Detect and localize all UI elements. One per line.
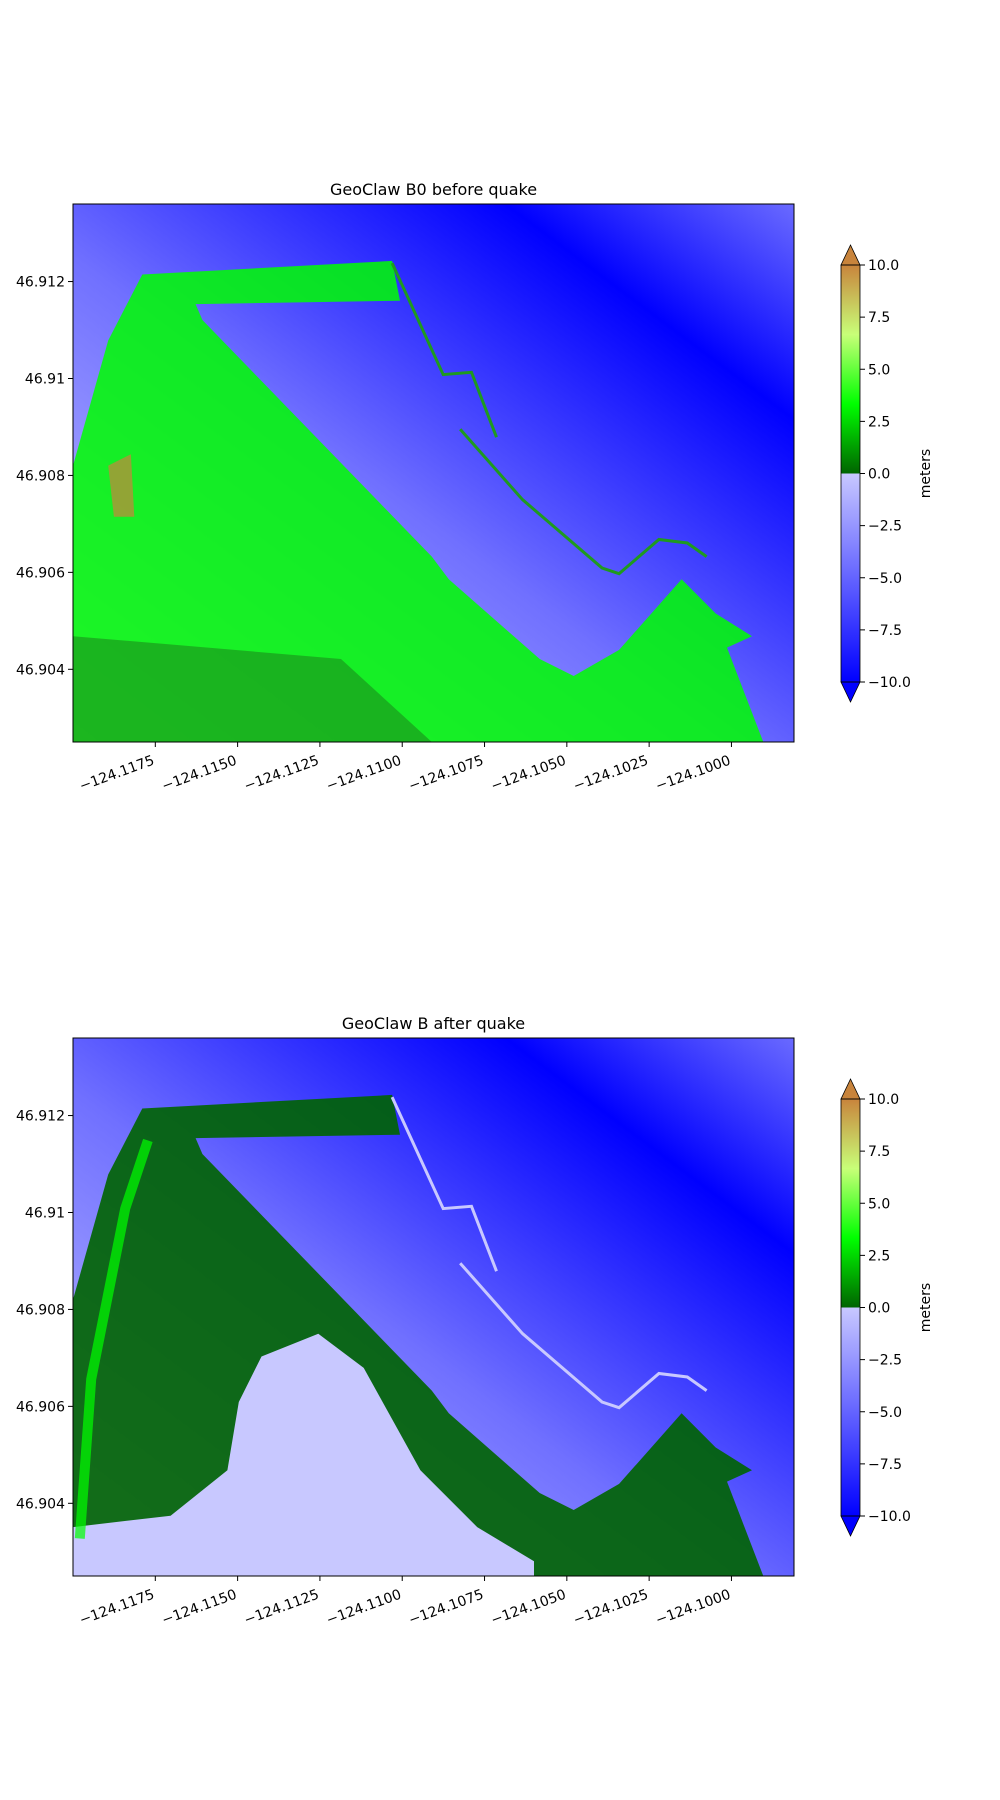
colorbar-tick-label: −10.0 — [868, 1509, 911, 1525]
chart-title: GeoClaw B after quake — [342, 1014, 525, 1033]
x-tick-label: −124.1100 — [324, 1587, 403, 1629]
y-tick-label: 46.912 — [16, 275, 65, 291]
y-tick-label: 46.91 — [25, 371, 65, 387]
colorbar-tick-label: −10.0 — [868, 675, 911, 691]
jetty — [459, 428, 708, 576]
x-tick-label: −124.1050 — [489, 1587, 568, 1629]
colorbar-tick-label: 10.0 — [868, 1092, 899, 1108]
colorbar-extend-low — [840, 1515, 861, 1537]
x-tick-label: −124.1025 — [571, 1587, 650, 1629]
y-tick-label: 46.906 — [16, 1399, 65, 1415]
high-ground — [108, 454, 135, 517]
x-tick-label: −124.1075 — [407, 753, 486, 795]
colorbar-tick-label: 7.5 — [868, 310, 890, 326]
x-tick-label: −124.1175 — [77, 753, 156, 795]
colorbar-tick-label: −7.5 — [868, 1457, 902, 1473]
x-tick-label: −124.1075 — [407, 1587, 486, 1629]
colorbar-tick-label: −2.5 — [868, 1353, 902, 1369]
colorbar-extend-high — [840, 1078, 861, 1100]
plot-frame — [72, 1037, 795, 1577]
ridge — [74, 1138, 153, 1539]
colorbar-tick-label: 10.0 — [868, 258, 899, 274]
x-tick-label: −124.1125 — [242, 1587, 321, 1629]
colorbar-tick-label: 0.0 — [868, 467, 890, 483]
y-tick-label: 46.908 — [16, 1302, 65, 1318]
x-tick-label: −124.1100 — [324, 753, 403, 795]
chart-title: GeoClaw B0 before quake — [330, 180, 537, 199]
x-tick-label: −124.1150 — [160, 1587, 239, 1629]
jetty — [390, 262, 498, 438]
flooded-area — [73, 1333, 534, 1576]
jetty — [459, 1262, 708, 1410]
x-tick-label: −124.1025 — [571, 753, 650, 795]
colorbar-label: meters — [918, 449, 934, 498]
colorbar-positive — [841, 1099, 860, 1308]
colorbar-tick-label: −7.5 — [868, 623, 902, 639]
x-tick-label: −124.1125 — [242, 753, 321, 795]
colorbar-tick-label: −2.5 — [868, 519, 902, 535]
colorbar-extend-low — [840, 681, 861, 703]
y-tick-label: 46.904 — [16, 662, 65, 678]
x-tick-label: −124.1000 — [654, 753, 733, 795]
colorbar-negative — [841, 1307, 860, 1516]
colorbar-tick-label: 2.5 — [868, 414, 890, 430]
colorbar-tick-label: −5.0 — [868, 571, 902, 587]
land — [73, 260, 764, 742]
colorbar-extend-high — [840, 244, 861, 266]
colorbar-label: meters — [918, 1283, 934, 1332]
plot-frame — [72, 203, 795, 743]
x-tick-label: −124.1000 — [654, 1587, 733, 1629]
y-tick-label: 46.908 — [16, 468, 65, 484]
colorbar-tick-label: 7.5 — [868, 1144, 890, 1160]
colorbar-tick-label: −5.0 — [868, 1405, 902, 1421]
jetty — [390, 1096, 498, 1272]
colorbar-positive — [841, 265, 860, 474]
y-tick-label: 46.912 — [16, 1109, 65, 1125]
y-tick-label: 46.904 — [16, 1496, 65, 1512]
y-tick-label: 46.906 — [16, 565, 65, 581]
x-tick-label: −124.1050 — [489, 753, 568, 795]
colorbar-tick-label: 5.0 — [868, 362, 890, 378]
colorbar-tick-label: 2.5 — [868, 1248, 890, 1264]
colorbar-tick-label: 5.0 — [868, 1196, 890, 1212]
colorbar-negative — [841, 473, 860, 682]
land-shade — [73, 636, 432, 742]
y-tick-label: 46.91 — [25, 1205, 65, 1221]
colorbar-tick-label: 0.0 — [868, 1301, 890, 1317]
x-tick-label: −124.1175 — [77, 1587, 156, 1629]
x-tick-label: −124.1150 — [160, 753, 239, 795]
